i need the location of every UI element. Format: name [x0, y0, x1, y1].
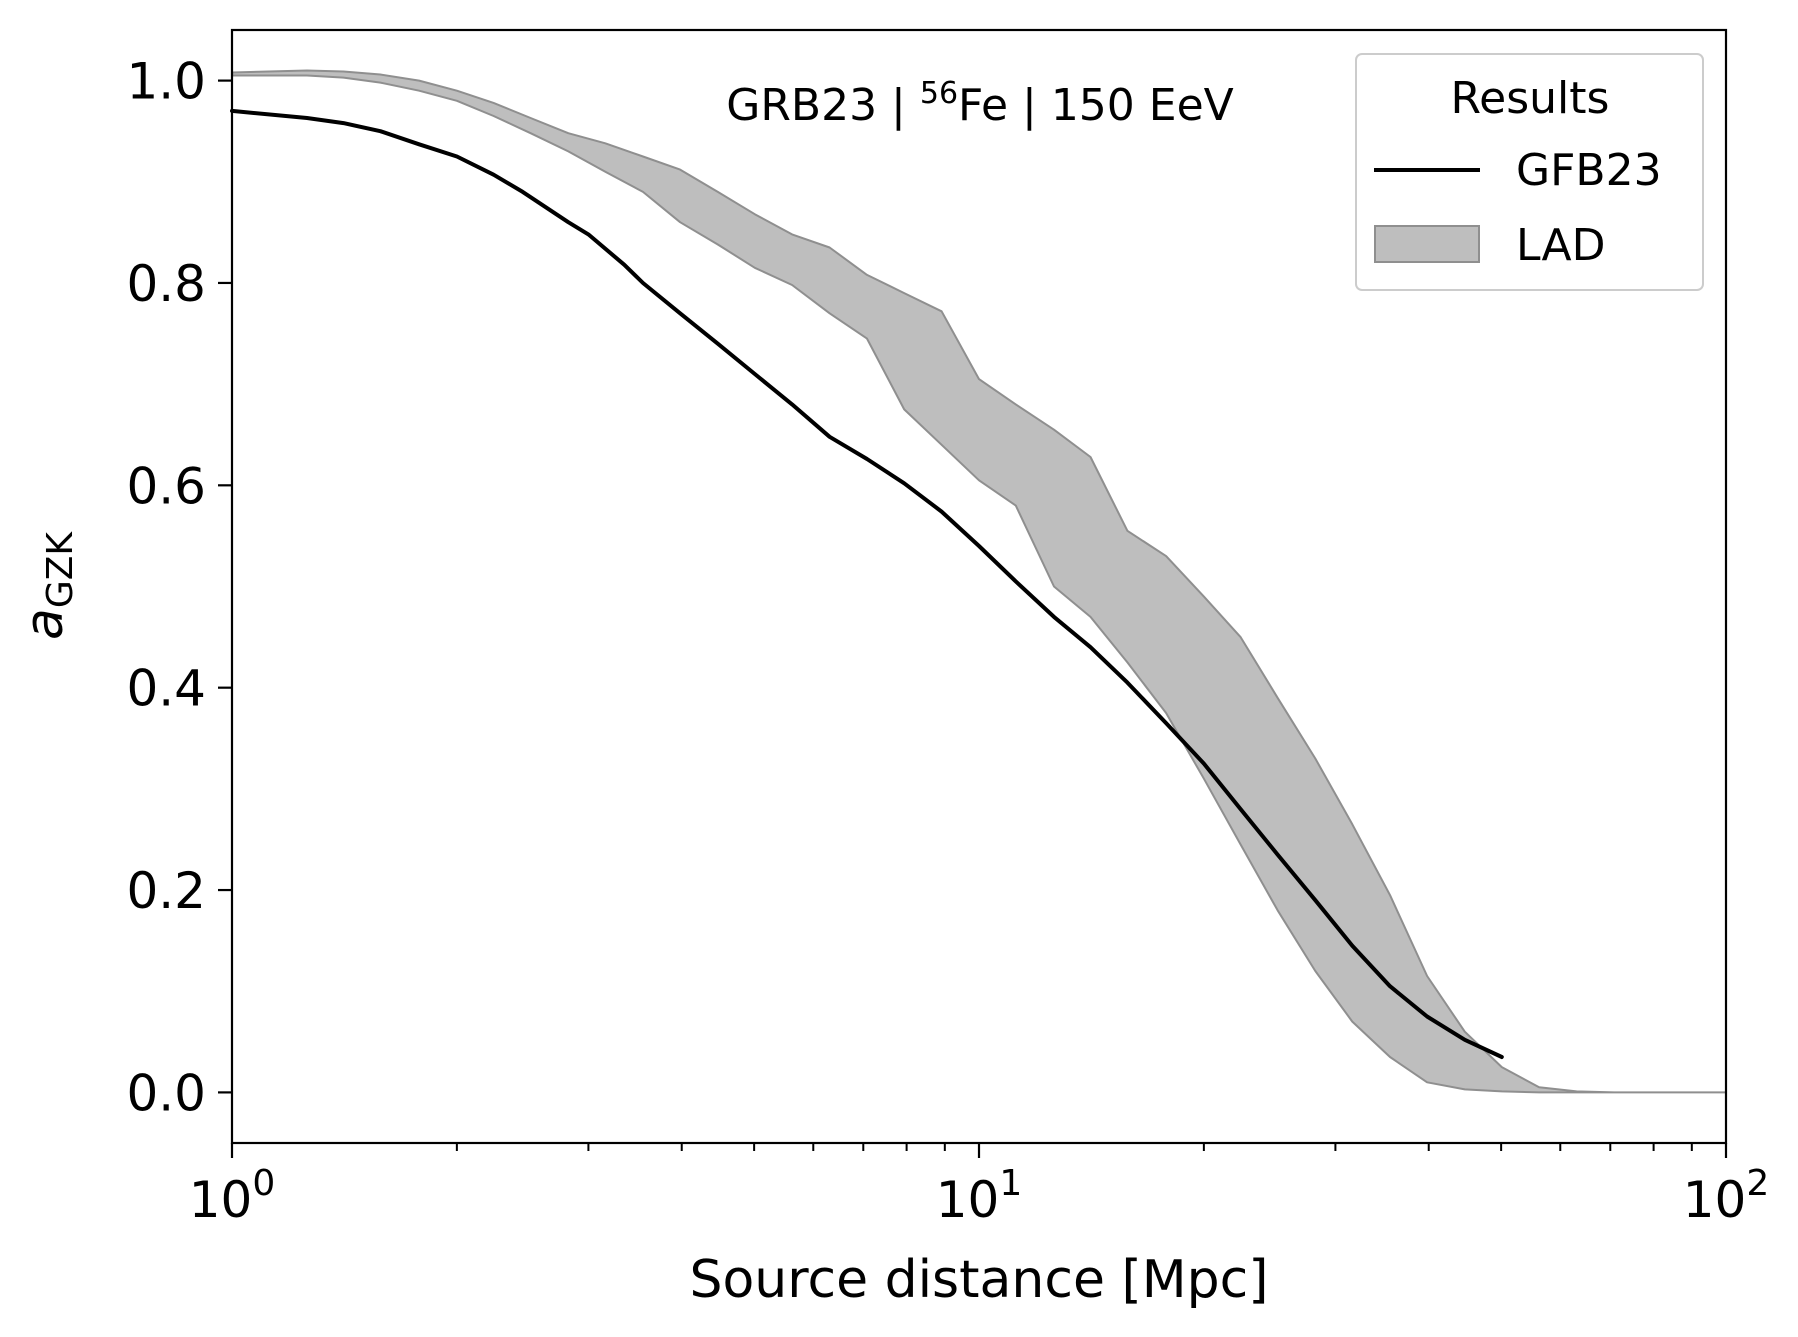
x-tick-label: 100 [189, 1163, 276, 1229]
legend-entry-lad: LAD [1516, 220, 1606, 271]
y-tick-label: 0.8 [126, 255, 206, 313]
y-axis-label-main: a [15, 608, 75, 640]
y-axis-label: aGZK [15, 531, 81, 640]
y-tick-label: 0.6 [126, 457, 206, 515]
x-tick-exp: 0 [252, 1163, 275, 1204]
x-tick-exp: 1 [999, 1163, 1022, 1204]
y-axis-label-sub: GZK [40, 531, 81, 609]
x-tick-base: 10 [1683, 1171, 1747, 1229]
annotation-sup: 56 [920, 76, 958, 111]
x-tick-label: 101 [936, 1163, 1023, 1229]
y-tick-label: 0.2 [126, 862, 206, 920]
legend-title: Results [1451, 73, 1610, 124]
legend-band-swatch [1374, 225, 1480, 263]
legend-entry-gfb23: GFB23 [1516, 145, 1662, 196]
x-tick-exp: 2 [1746, 1163, 1769, 1204]
chart-annotation: GRB23 | 56Fe | 150 EeV [726, 76, 1234, 131]
x-tick-label: 102 [1683, 1163, 1770, 1229]
series-gfb23-line [230, 108, 1504, 1059]
x-axis-label: Source distance [Mpc] [689, 1250, 1268, 1310]
x-tick-base: 10 [189, 1171, 253, 1229]
x-tick-base: 10 [936, 1171, 1000, 1229]
series-lad-band [231, 69, 1727, 1094]
y-tick-label: 0.4 [126, 660, 206, 718]
x-axis: 100 101 102 [189, 1143, 1770, 1229]
annotation-right: Fe | 150 EeV [958, 80, 1234, 131]
y-tick-label: 0.0 [126, 1064, 206, 1122]
y-tick-label: 1.0 [126, 53, 206, 111]
legend: Results GFB23 LAD [1355, 53, 1704, 291]
annotation-left: GRB23 | [726, 80, 920, 131]
plot-area [230, 69, 1727, 1094]
y-axis: 0.0 0.2 0.4 0.6 0.8 1.0 [126, 53, 232, 1122]
